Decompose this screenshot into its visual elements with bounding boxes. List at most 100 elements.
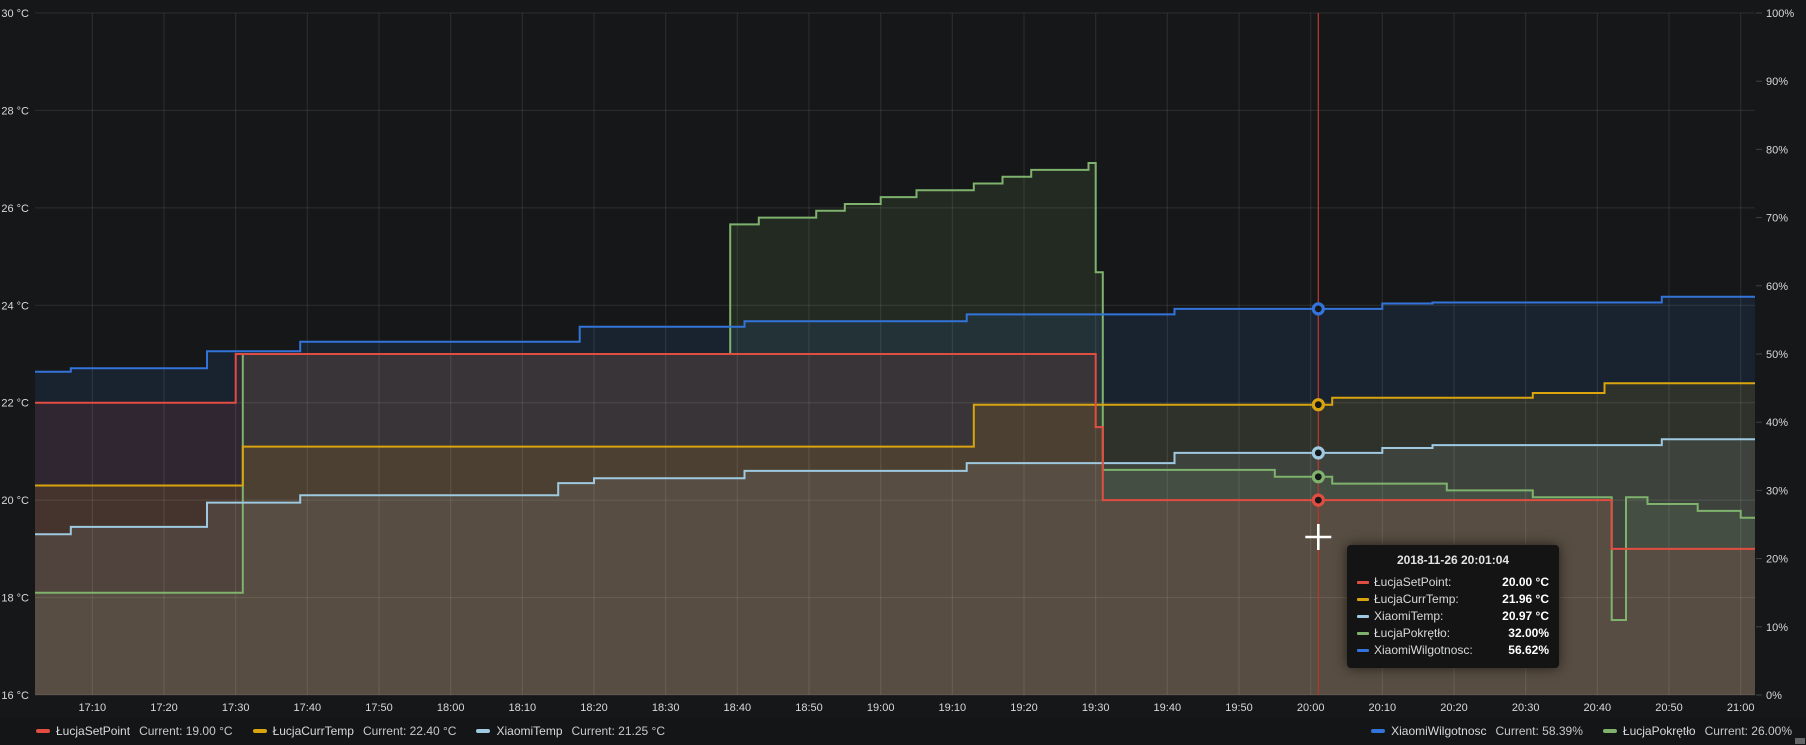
legend-item[interactable]: XiaomiTemp Current: 21.25 °C — [476, 724, 665, 738]
series-color-dash-icon — [1357, 598, 1369, 601]
x-tick-label: 17:30 — [222, 702, 250, 714]
x-tick-label: 20:40 — [1584, 702, 1612, 714]
x-tick-label: 18:00 — [437, 702, 465, 714]
series-color-dash-icon — [36, 729, 50, 733]
tooltip-series-value: 20.97 °C — [1502, 609, 1549, 623]
series-color-dash-icon — [1602, 729, 1617, 733]
tooltip-row: XiaomiTemp: 20.97 °C — [1357, 608, 1549, 625]
series-color-dash-icon — [1357, 649, 1369, 652]
legend-current-value: Current: 22.40 °C — [362, 724, 457, 738]
legend-item[interactable]: ŁucjaSetPoint Current: 19.00 °C — [36, 724, 233, 738]
tooltip-series-value: 21.96 °C — [1502, 592, 1549, 606]
x-tick-label: 19:20 — [1010, 702, 1038, 714]
series-color-dash-icon — [1357, 632, 1369, 635]
x-tick-label: 19:00 — [867, 702, 895, 714]
tooltip-series-value: 56.62% — [1508, 643, 1549, 657]
tooltip-row: ŁucjaPokrętło: 32.00% — [1357, 625, 1549, 642]
y-left-tick-label: 26 °C — [1, 203, 29, 215]
legend-group-left: ŁucjaSetPoint Current: 19.00 °C ŁucjaCurrT… — [36, 724, 665, 738]
series-fills — [35, 163, 1755, 695]
legend-current-value: Current: 26.00% — [1704, 724, 1792, 738]
series-fill-lucja-set-point — [35, 354, 1755, 695]
y-left-tick-label: 24 °C — [1, 300, 29, 312]
series-fill-xiaomi-temp — [35, 439, 1755, 695]
series-lines — [35, 162, 1755, 621]
series-line-lucja-pokretlo — [35, 162, 1755, 621]
y-right-tick-label: 90% — [1766, 76, 1788, 88]
legend-current-value: Current: 58.39% — [1495, 724, 1583, 738]
y-right-tick-label: 60% — [1766, 281, 1788, 293]
series-fill-lucja-curr-temp — [35, 383, 1755, 695]
x-tick-label: 21:00 — [1727, 702, 1755, 714]
legend-series-name[interactable]: ŁucjaSetPoint — [56, 724, 131, 738]
legend-group-right: XiaomiWilgotnosc Current: 58.39% ŁucjaPokr… — [1371, 724, 1792, 738]
x-tick-label: 18:30 — [652, 702, 680, 714]
hover-point-marker — [1311, 398, 1325, 412]
series-color-dash-icon — [252, 729, 267, 733]
y-left-tick-label: 20 °C — [1, 495, 29, 507]
y-left-tick-label: 16 °C — [1, 690, 29, 702]
tooltip-series-value: 20.00 °C — [1502, 575, 1549, 589]
series-fill-lucja-pokretlo — [35, 163, 1755, 695]
y-right-tick-label: 40% — [1766, 417, 1788, 429]
tooltip-series-value: 32.00% — [1508, 626, 1549, 640]
legend-series-name[interactable]: ŁucjaCurrTemp — [272, 724, 354, 738]
axis-labels: 30 °C 28 °C 26 °C 24 °C 22 °C 20 °C 18 °C 16 °C… — [1, 8, 1794, 714]
x-tick-label: 18:50 — [795, 702, 823, 714]
scrollbar-corner[interactable] — [1795, 738, 1805, 744]
chart-canvas[interactable]: 30 °C 28 °C 26 °C 24 °C 22 °C 20 °C 18 °C 16 °C… — [0, 0, 1806, 717]
x-tick-label: 18:40 — [724, 702, 752, 714]
x-tick-label: 19:50 — [1225, 702, 1253, 714]
y-right-tick-label: 20% — [1766, 554, 1788, 566]
tooltip-series-name: ŁucjaCurrTemp: — [1374, 592, 1459, 606]
legend-current-value: Current: 21.25 °C — [571, 724, 666, 738]
series-line-lucja-set-point — [35, 353, 1755, 550]
series-line-lucja-curr-temp — [35, 382, 1755, 487]
legend-item[interactable]: XiaomiWilgotnosc Current: 58.39% — [1371, 724, 1583, 738]
hover-point-marker — [1311, 493, 1325, 507]
series-line-xiaomi-wilgotnosc — [35, 295, 1755, 373]
series-color-dash-icon — [1357, 581, 1369, 584]
legend-series-name[interactable]: XiaomiWilgotnosc — [1391, 724, 1487, 738]
y-right-tick-label: 100% — [1766, 8, 1794, 20]
hover-point-marker — [1311, 470, 1325, 484]
y-right-tick-label: 30% — [1766, 485, 1788, 497]
hover-point-markers — [1311, 302, 1325, 507]
series-color-dash-icon — [1371, 729, 1386, 733]
tooltip-timestamp: 2018-11-26 20:01:04 — [1396, 553, 1510, 567]
legend-series-name[interactable]: ŁucjaPokrętło — [1622, 724, 1696, 738]
x-tick-label: 19:30 — [1082, 702, 1110, 714]
tooltip-row: XiaomiWilgotnosc: 56.62% — [1357, 642, 1549, 659]
x-tick-label: 18:20 — [580, 702, 608, 714]
x-tick-label: 17:40 — [294, 702, 322, 714]
x-tick-label: 20:30 — [1512, 702, 1540, 714]
x-tick-label: 18:10 — [509, 702, 537, 714]
x-tick-label: 19:10 — [939, 702, 967, 714]
y-right-tick-label: 70% — [1766, 213, 1788, 225]
series-line-xiaomi-temp — [35, 438, 1755, 536]
legend-series-name[interactable]: XiaomiTemp — [496, 724, 563, 738]
hover-point-marker — [1311, 446, 1325, 460]
legend-item[interactable]: ŁucjaPokrętło Current: 26.00% — [1602, 724, 1792, 738]
tooltip-series-name: ŁucjaSetPoint: — [1374, 575, 1452, 589]
hover-tooltip: 2018-11-26 20:01:04 ŁucjaSetPoint: 20.00 … — [1347, 545, 1559, 668]
series-color-dash-icon — [476, 729, 491, 733]
x-tick-label: 20:20 — [1440, 702, 1468, 714]
legend-current-value: Current: 19.00 °C — [139, 724, 233, 738]
x-tick-label: 17:50 — [365, 702, 393, 714]
hover-point-marker — [1311, 302, 1325, 316]
tooltip-row: ŁucjaCurrTemp: 21.96 °C — [1357, 591, 1549, 608]
x-tick-label: 20:00 — [1297, 702, 1325, 714]
x-tick-label: 19:40 — [1154, 702, 1182, 714]
legend-bar: ŁucjaSetPoint Current: 19.00 °C ŁucjaCurrT… — [0, 717, 1806, 745]
series-color-dash-icon — [1357, 615, 1369, 618]
x-tick-label: 20:10 — [1369, 702, 1397, 714]
legend-item[interactable]: ŁucjaCurrTemp Current: 22.40 °C — [252, 724, 457, 738]
y-left-tick-label: 30 °C — [1, 8, 29, 20]
tooltip-series-name: XiaomiTemp: — [1374, 609, 1444, 623]
x-tick-label: 17:10 — [79, 702, 107, 714]
y-right-tick-label: 80% — [1766, 144, 1788, 156]
tooltip-series-name: ŁucjaPokrętło: — [1374, 626, 1451, 640]
y-left-tick-label: 18 °C — [1, 593, 29, 605]
